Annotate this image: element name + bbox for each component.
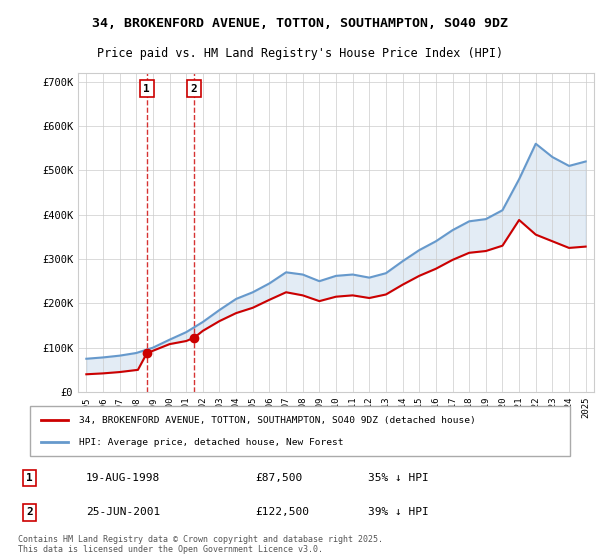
Text: 35% ↓ HPI: 35% ↓ HPI [368, 473, 428, 483]
Text: 19-AUG-1998: 19-AUG-1998 [86, 473, 160, 483]
Text: 2: 2 [26, 507, 32, 517]
Text: 1: 1 [143, 84, 150, 94]
Text: 25-JUN-2001: 25-JUN-2001 [86, 507, 160, 517]
Text: HPI: Average price, detached house, New Forest: HPI: Average price, detached house, New … [79, 438, 343, 447]
FancyBboxPatch shape [30, 406, 570, 456]
Text: 34, BROKENFORD AVENUE, TOTTON, SOUTHAMPTON, SO40 9DZ (detached house): 34, BROKENFORD AVENUE, TOTTON, SOUTHAMPT… [79, 416, 475, 424]
Text: 34, BROKENFORD AVENUE, TOTTON, SOUTHAMPTON, SO40 9DZ: 34, BROKENFORD AVENUE, TOTTON, SOUTHAMPT… [92, 17, 508, 30]
Text: 39% ↓ HPI: 39% ↓ HPI [368, 507, 428, 517]
Text: 2: 2 [191, 84, 197, 94]
Text: Contains HM Land Registry data © Crown copyright and database right 2025.
This d: Contains HM Land Registry data © Crown c… [18, 535, 383, 554]
Text: 1: 1 [26, 473, 32, 483]
Text: Price paid vs. HM Land Registry's House Price Index (HPI): Price paid vs. HM Land Registry's House … [97, 47, 503, 60]
Text: £122,500: £122,500 [255, 507, 309, 517]
Text: £87,500: £87,500 [255, 473, 302, 483]
